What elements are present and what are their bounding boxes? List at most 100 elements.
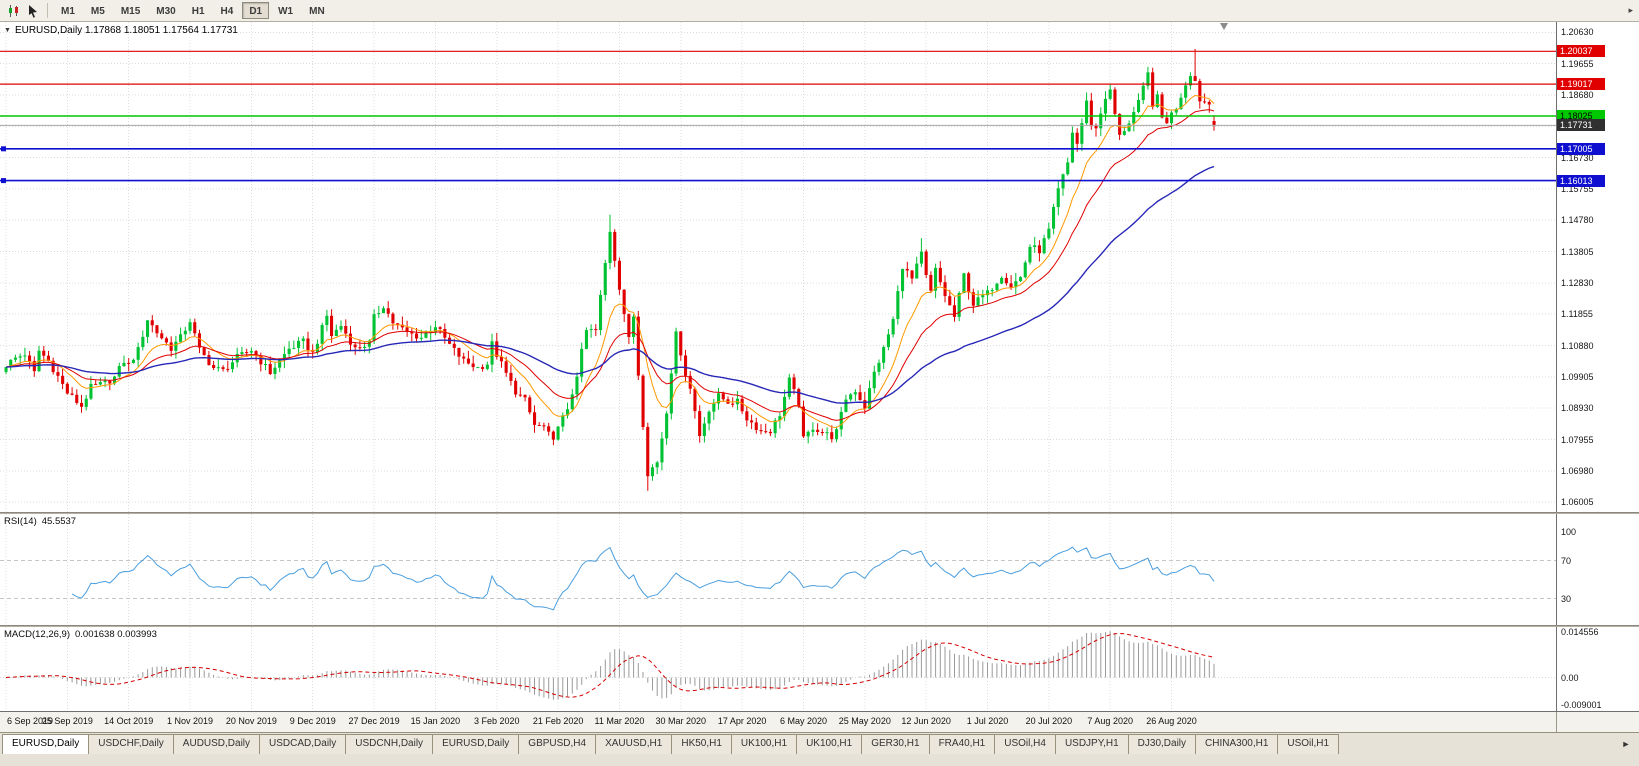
- hline-handle[interactable]: [1, 178, 6, 184]
- timeframe-button-m30[interactable]: M30: [156, 6, 176, 17]
- collapse-triangle-icon[interactable]: ▼: [4, 27, 11, 34]
- rsi-plot[interactable]: RSI(14) 45.5537: [0, 514, 1556, 625]
- axis-label: 1.18680: [1561, 89, 1594, 100]
- chart-tab-audusd-daily[interactable]: AUDUSD,Daily: [173, 734, 261, 754]
- timeframe-toolbar: M1 M5 M15 M30 H1 H4 D1 W1 MN: [53, 2, 333, 19]
- time-axis-corner: [1556, 712, 1639, 732]
- date-axis-label: 3 Feb 2020: [473, 716, 520, 726]
- window-splitter[interactable]: [0, 512, 1639, 514]
- rsi-axis: 100 70 30: [1556, 514, 1639, 625]
- macd-grid: [0, 627, 1556, 711]
- macd-label: MACD(12,26,9): [4, 629, 70, 640]
- window-splitter[interactable]: [0, 625, 1639, 627]
- macd-header: MACD(12,26,9) 0.001638 0.003993: [4, 629, 157, 640]
- chart-tab-hk50-h1[interactable]: HK50,H1: [672, 734, 732, 754]
- ma-slow-line: [5, 165, 1215, 404]
- chart-tab-fra40-h1[interactable]: FRA40,H1: [929, 734, 996, 754]
- chart-tab-usoil-h4[interactable]: USOil,H4: [995, 734, 1056, 754]
- chart-tab-xauusd-h1[interactable]: XAUUSD,H1: [596, 734, 673, 754]
- axis-label: 1.19655: [1561, 58, 1594, 69]
- grid-layer: [0, 22, 1556, 512]
- chart-tab-uk100-h1[interactable]: UK100,H1: [797, 734, 863, 754]
- axis-label: 1.10880: [1561, 340, 1594, 351]
- main-chart-svg[interactable]: [0, 22, 1556, 512]
- axis-label: -0.009001: [1561, 700, 1602, 711]
- date-axis-label: 25 Sep 2019: [41, 716, 93, 726]
- timeframe-button-mn[interactable]: MN: [309, 6, 325, 17]
- chart-tab-eurusd-daily[interactable]: EURUSD,Daily: [433, 734, 520, 754]
- axis-label: 70: [1561, 555, 1572, 566]
- timeframe-button-m1[interactable]: M1: [61, 6, 75, 17]
- chart-tab-ger30-h1[interactable]: GER30,H1: [862, 734, 930, 754]
- chart-tab-usdchf-daily[interactable]: USDCHF,Daily: [89, 734, 174, 754]
- hline-handle[interactable]: [1, 146, 6, 152]
- axis-label: 1.16730: [1561, 152, 1594, 163]
- bid-price-tag: 1.17731: [1557, 119, 1605, 132]
- date-axis-label: 12 Jun 2020: [901, 716, 951, 726]
- ma-fast-line: [5, 94, 1215, 429]
- timeframe-button-d1[interactable]: D1: [242, 2, 270, 19]
- chart-tab-eurusd-daily[interactable]: EURUSD,Daily: [2, 734, 90, 754]
- price-tag-1.16013: 1.16013: [1557, 174, 1605, 187]
- cursor-icon[interactable]: [23, 2, 42, 20]
- chart-tab-dj30-daily[interactable]: DJ30,Daily: [1128, 734, 1197, 754]
- timeframe-button-h4[interactable]: H4: [220, 6, 234, 17]
- chart-tab-gbpusd-h4[interactable]: GBPUSD,H4: [519, 734, 597, 754]
- macd-histogram: [10, 631, 1215, 700]
- axis-label: 1.06005: [1561, 497, 1594, 508]
- date-axis-label: 1 Nov 2019: [167, 716, 214, 726]
- price-axis[interactable]: 1.206301.196551.186801.177051.167301.157…: [1556, 22, 1639, 512]
- axis-label: 1.13805: [1561, 246, 1594, 257]
- tab-scroll-right-button[interactable]: ►: [1613, 733, 1639, 766]
- chart-tab-usdcnh-daily[interactable]: USDCNH,Daily: [346, 734, 434, 754]
- chart-tab-china300-h1[interactable]: CHINA300,H1: [1196, 734, 1279, 754]
- date-axis-label: 11 Mar 2020: [594, 716, 645, 726]
- rsi-header: RSI(14) 45.5537: [4, 516, 76, 527]
- chart-type-icon[interactable]: [4, 2, 23, 20]
- axis-label: 1.20630: [1561, 27, 1594, 38]
- time-axis-row: 6 Sep 2019 25 Sep 2019 14 Oct 2019 1 Nov 20…: [0, 711, 1639, 732]
- date-axis-label: 9 Dec 2019: [289, 716, 336, 726]
- date-axis-label: 27 Dec 2019: [348, 716, 400, 726]
- chart-shift-marker-icon[interactable]: [1220, 23, 1228, 30]
- chart-tab-usdcad-daily[interactable]: USDCAD,Daily: [260, 734, 347, 754]
- axis-label: 1.08930: [1561, 403, 1594, 414]
- rsi-grid: [0, 514, 1556, 625]
- symbol-ohlc-text: EURUSD,Daily 1.17868 1.18051 1.17564 1.1…: [14, 25, 238, 36]
- chart-tab-bar: EURUSD,Daily USDCHF,Daily AUDUSD,Daily USDC…: [0, 732, 1639, 766]
- date-axis-label: 1 Jul 2020: [966, 716, 1009, 726]
- chart-tab-usoil-h1[interactable]: USOil,H1: [1278, 734, 1340, 754]
- timeframe-button-m15[interactable]: M15: [120, 6, 141, 17]
- time-axis[interactable]: 6 Sep 2019 25 Sep 2019 14 Oct 2019 1 Nov 20…: [0, 712, 1556, 732]
- macd-plot[interactable]: MACD(12,26,9) 0.001638 0.003993: [0, 627, 1556, 711]
- chart-tab-uk100-h1[interactable]: UK100,H1: [731, 734, 798, 754]
- macd-values: 0.001638 0.003993: [75, 629, 157, 640]
- main-chart-plot[interactable]: ▼ EURUSD,Daily 1.17868 1.18051 1.17564 1.…: [0, 22, 1556, 512]
- rsi-value: 45.5537: [41, 516, 77, 527]
- rsi-label: RSI(14): [4, 516, 37, 527]
- macd-svg[interactable]: [0, 627, 1556, 711]
- axis-label: 1.15755: [1561, 183, 1594, 194]
- date-axis-label: 17 Apr 2020: [717, 716, 767, 726]
- timeframe-button-h1[interactable]: H1: [191, 6, 205, 17]
- timeframe-button-w1[interactable]: W1: [278, 6, 294, 17]
- date-axis-label: 26 Aug 2020: [1146, 716, 1197, 726]
- axis-label: 30: [1561, 593, 1572, 604]
- date-axis-label: 7 Aug 2020: [1087, 716, 1133, 726]
- macd-axis: 0.014556 0.00 -0.009001: [1556, 627, 1639, 711]
- toolbar: M1 M5 M15 M30 H1 H4 D1 W1 MN ▸: [0, 0, 1639, 22]
- toolbar-overflow-icon[interactable]: ▸: [1628, 5, 1633, 15]
- axis-label: 1.12830: [1561, 277, 1594, 288]
- ma-mid-line: [5, 109, 1215, 421]
- date-axis-label: 15 Jan 2020: [410, 716, 461, 726]
- date-axis-label: 6 Sep 2019: [6, 716, 54, 726]
- rsi-svg[interactable]: [0, 514, 1556, 625]
- axis-label: 1.06980: [1561, 465, 1594, 476]
- timeframe-button-m5[interactable]: M5: [90, 6, 105, 17]
- axis-label: 100: [1561, 527, 1577, 537]
- date-axis-label: 25 May 2020: [838, 716, 891, 726]
- macd-panel: MACD(12,26,9) 0.001638 0.003993 0.014556 0…: [0, 627, 1639, 711]
- chart-tab-usdjpy-h1[interactable]: USDJPY,H1: [1055, 734, 1129, 754]
- tab-scroll-right-icon: ►: [1621, 739, 1631, 749]
